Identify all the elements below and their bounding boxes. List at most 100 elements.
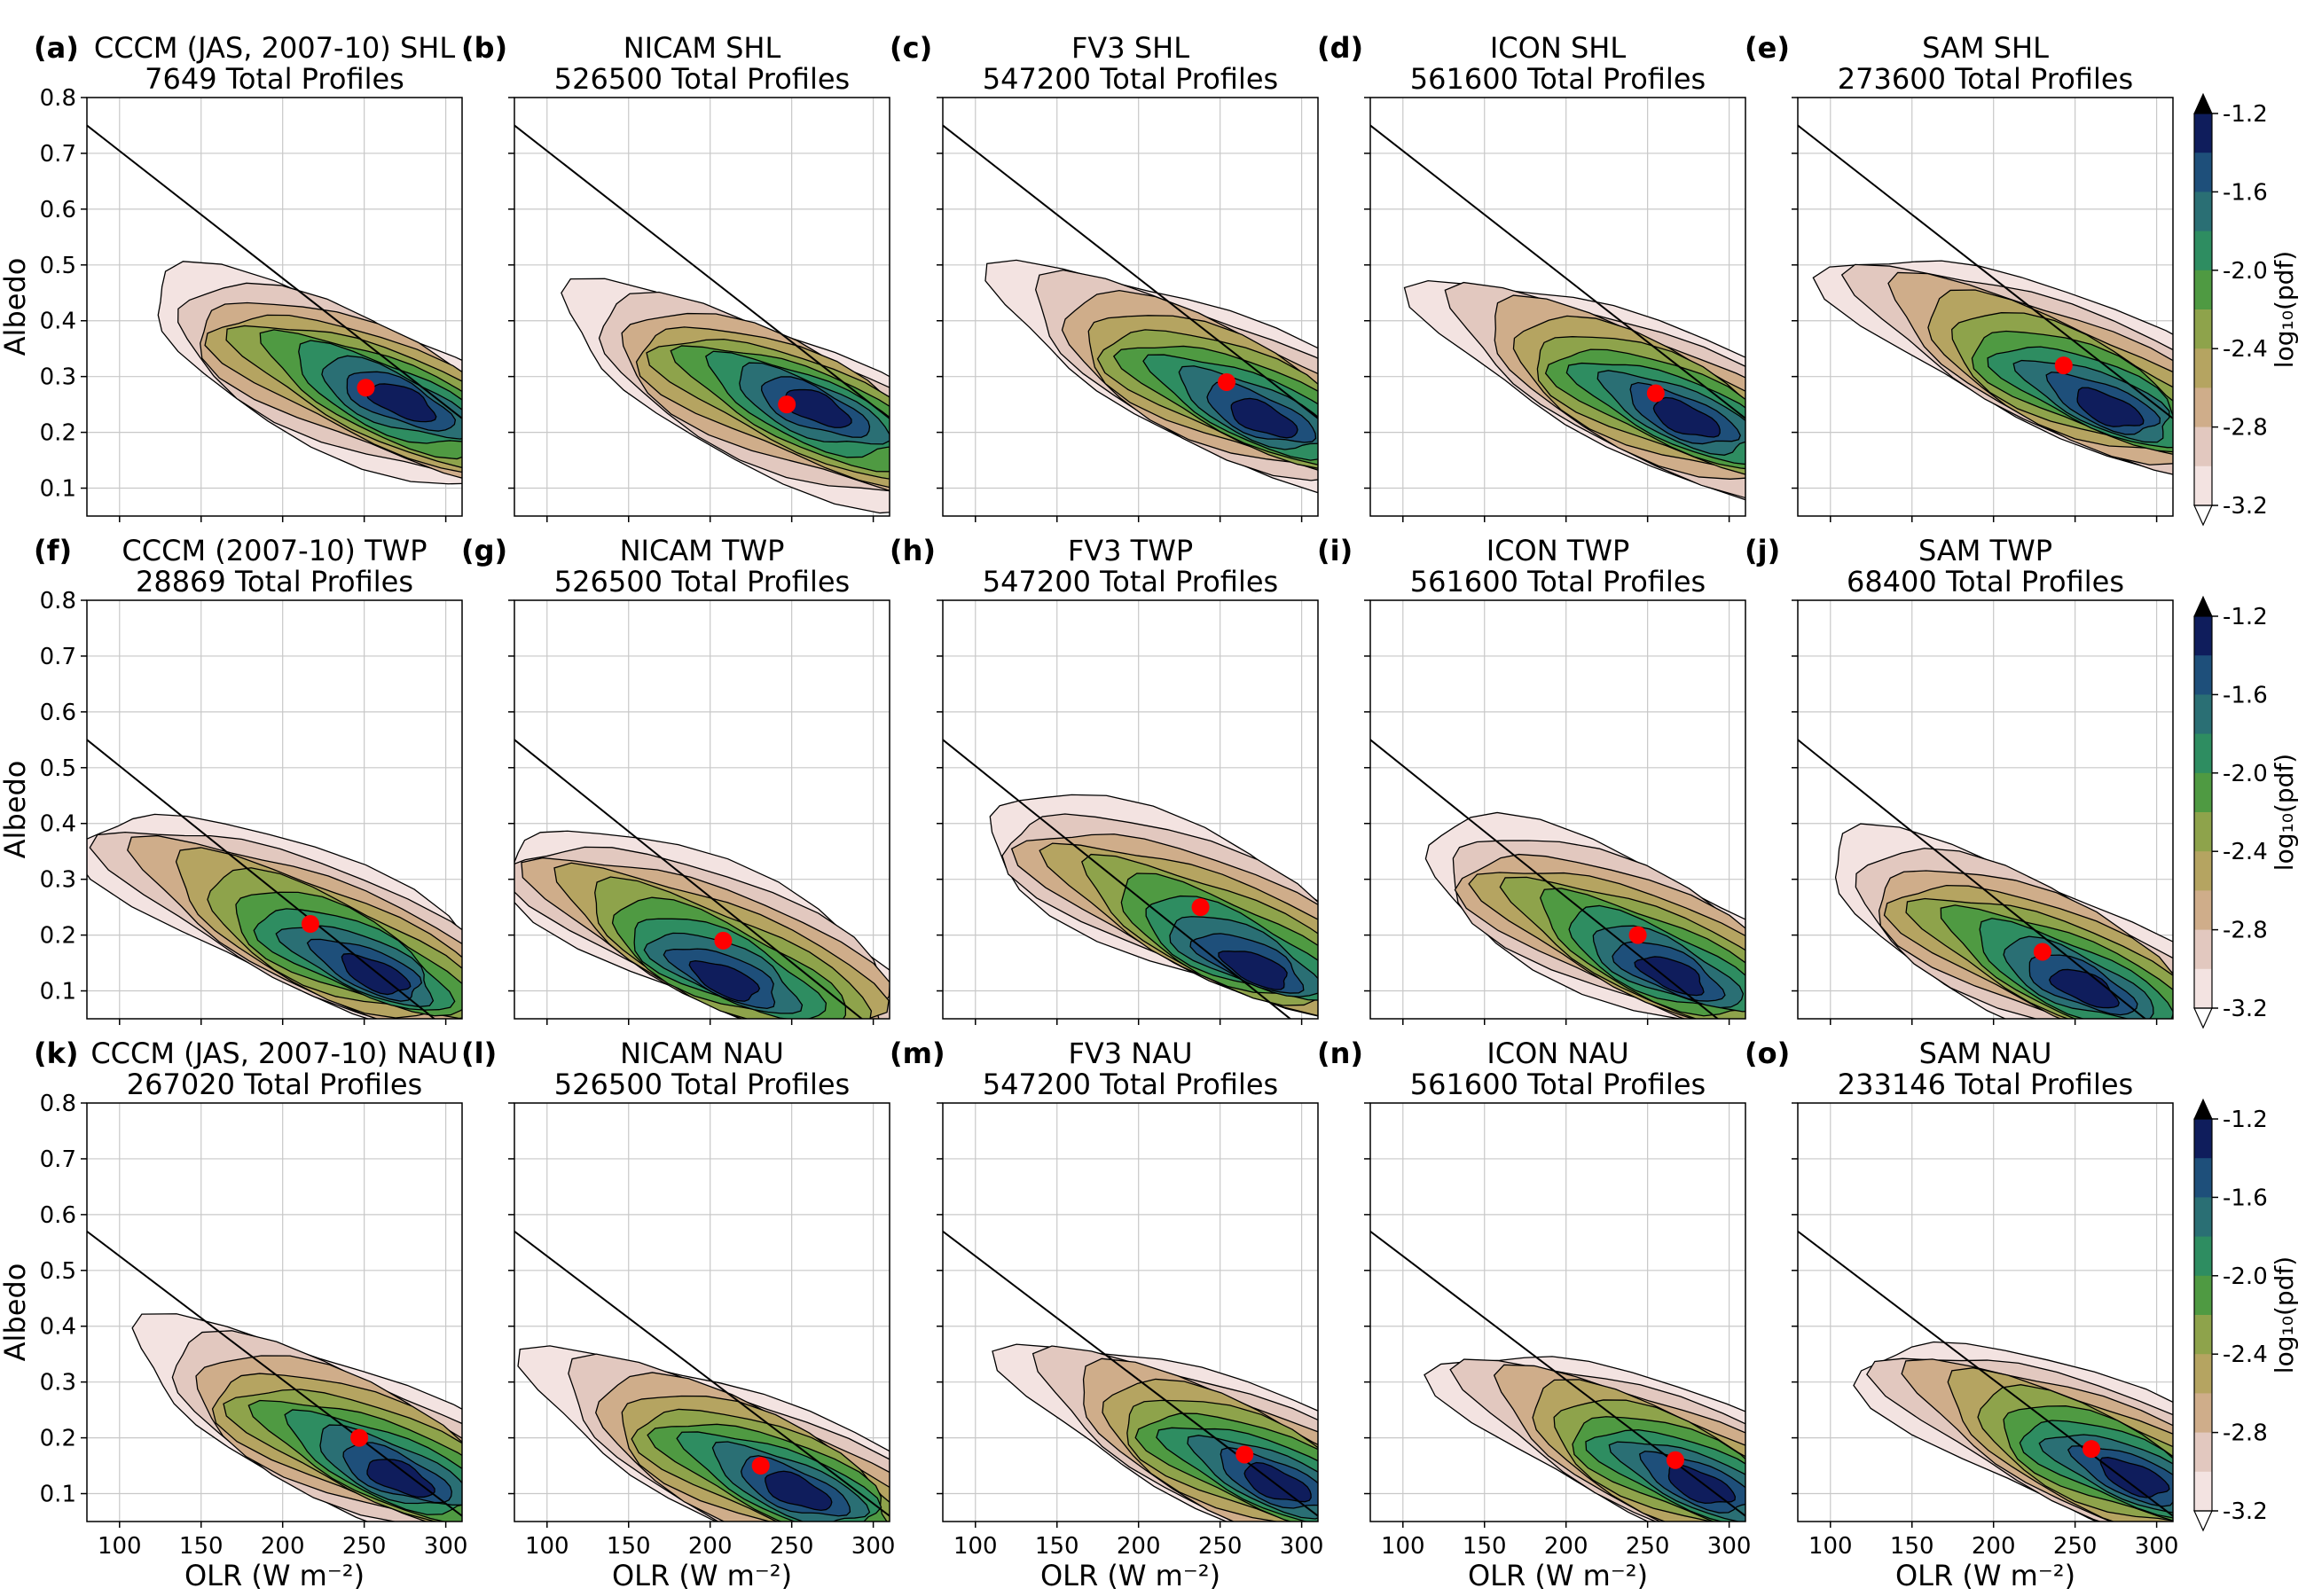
centroid-dot [2054, 356, 2073, 375]
colorbar-tick-label: -1.2 [2223, 604, 2268, 630]
panel-title: SAM SHL [1922, 31, 2049, 65]
colorbar-label: log₁₀(pdf) [2270, 754, 2299, 871]
axes-frame [1369, 599, 1746, 1020]
reference-line [514, 124, 890, 419]
y-tick-label: 0.1 [40, 1482, 76, 1508]
colorbar-segment [2194, 1158, 2212, 1198]
x-axis-label: OLR (W m⁻²) [1040, 1559, 1220, 1592]
panel-label: (b) [461, 31, 507, 65]
contour-band [1230, 397, 1298, 439]
panel-f: 0.1 0.2 0.3 0.4 0.5 0.6 0.7 0.8 CCCM (2007-10) T… [0, 534, 463, 1025]
colorbar-segment [2194, 348, 2212, 388]
reference-line [514, 739, 864, 1019]
y-tick-label: 0.2 [40, 1426, 76, 1452]
panel-subtitle: 561600 Total Profiles [1410, 62, 1706, 96]
colorbar-tick-label: -1.6 [2223, 682, 2268, 708]
y-axis-label: Albedo [0, 1264, 32, 1362]
panel-label: (l) [461, 1037, 497, 1070]
panel-title: ICON TWP [1486, 534, 1630, 567]
colorbar-segment [2194, 1275, 2212, 1316]
colorbar-segment [2194, 192, 2212, 232]
axes-frame [1797, 1102, 2174, 1522]
reference-line [1370, 739, 1720, 1019]
contour-band [341, 952, 412, 996]
colorbar-tick-label: -1.6 [2223, 179, 2268, 206]
axes-frame [1369, 97, 1746, 517]
panel-label: (e) [1745, 31, 1790, 65]
x-tick-label: 150 [1463, 1533, 1507, 1560]
y-tick-label: 0.6 [40, 1202, 76, 1229]
centroid-dot [350, 1428, 369, 1447]
contour-band [2076, 387, 2145, 427]
x-tick-label: 150 [1035, 1533, 1079, 1560]
density-field [157, 261, 462, 496]
colorbar-min-extend [2193, 1007, 2213, 1029]
colorbar-segment [2194, 1393, 2212, 1434]
centroid-dot [1235, 1445, 1254, 1464]
contour-band [1652, 396, 1721, 438]
colorbar-label: log₁₀(pdf) [2270, 1256, 2299, 1373]
colorbar-segment [2194, 1471, 2212, 1512]
axes-frame [1797, 599, 2174, 1020]
colorbar-tick-label: -2.0 [2223, 258, 2268, 285]
colorbar-segment [2194, 1315, 2212, 1355]
density-field [1424, 811, 1745, 1019]
x-tick-label: 100 [953, 1533, 998, 1560]
colorbar-tick-label: -1.2 [2223, 1107, 2268, 1133]
colorbar-segment [2194, 694, 2212, 735]
colorbar-segment [2194, 231, 2212, 271]
y-tick-label: 0.5 [40, 253, 76, 279]
panel-subtitle: 273600 Total Profiles [1838, 62, 2133, 96]
colorbar: -1.2 -1.6 -2.0 -2.4 -2.8 -3.2 log₁₀(pdf) [2193, 1098, 2299, 1532]
colorbar-tick-label: -2.4 [2223, 1342, 2268, 1368]
axes-frame [514, 599, 890, 1020]
reference-line [87, 1230, 462, 1517]
colorbar-tick-label: -3.2 [2223, 1498, 2268, 1525]
y-tick-label: 0.5 [40, 1258, 76, 1285]
x-tick-label: 250 [2053, 1533, 2098, 1560]
x-tick-label: 200 [261, 1533, 305, 1560]
y-tick-label: 0.4 [40, 811, 76, 838]
colorbar-frame [2193, 615, 2213, 1009]
colorbar-segment [2194, 309, 2212, 349]
y-tick-label: 0.3 [40, 1370, 76, 1396]
y-tick-label: 0.6 [40, 700, 76, 726]
panel-a: 0.1 0.2 0.3 0.4 0.5 0.6 0.7 0.8 CCCM (JAS, 2007-… [0, 31, 463, 522]
x-axis-label: OLR (W m⁻²) [184, 1559, 365, 1592]
colorbar-tick-label: -3.2 [2223, 996, 2268, 1022]
reference-line [1798, 124, 2173, 419]
y-tick-label: 0.3 [40, 364, 76, 391]
colorbar-segment [2194, 655, 2212, 695]
x-tick-label: 250 [1626, 1533, 1670, 1560]
colorbar-segment [2194, 772, 2212, 813]
contour-band [688, 959, 761, 1002]
axes-frame [514, 97, 890, 517]
colorbar-segment [2194, 153, 2212, 192]
density-field [984, 259, 1318, 501]
panel-k: 100 150 200 250 300 0.1 0.2 0.3 0.4 0.5 0.6 0.7 0.8 C… [0, 1037, 467, 1592]
x-tick-label: 100 [98, 1533, 142, 1560]
panel-title: FV3 SHL [1071, 31, 1189, 65]
colorbar-tick-label: -3.2 [2223, 493, 2268, 520]
x-tick-label: 100 [525, 1533, 569, 1560]
centroid-dot [357, 379, 375, 397]
colorbar-tick-label: -2.0 [2223, 761, 2268, 787]
colorbar-segment [2194, 426, 2212, 467]
panel-title: CCCM (2007-10) TWP [122, 534, 427, 567]
colorbar-segment [2194, 1236, 2212, 1277]
axes-frame [942, 1102, 1319, 1522]
density-field [514, 830, 890, 1019]
panel-title: NICAM NAU [620, 1037, 784, 1070]
panel-label: (o) [1745, 1037, 1790, 1070]
centroid-dot [1646, 384, 1665, 403]
axes-frame [942, 97, 1319, 517]
colorbar-tick-label: -2.4 [2223, 839, 2268, 865]
reference-line [1370, 124, 1745, 419]
panel-label: (m) [890, 1037, 945, 1070]
panel-label: (j) [1745, 534, 1780, 567]
reference-line [514, 1230, 890, 1517]
axes-frame [86, 97, 463, 517]
